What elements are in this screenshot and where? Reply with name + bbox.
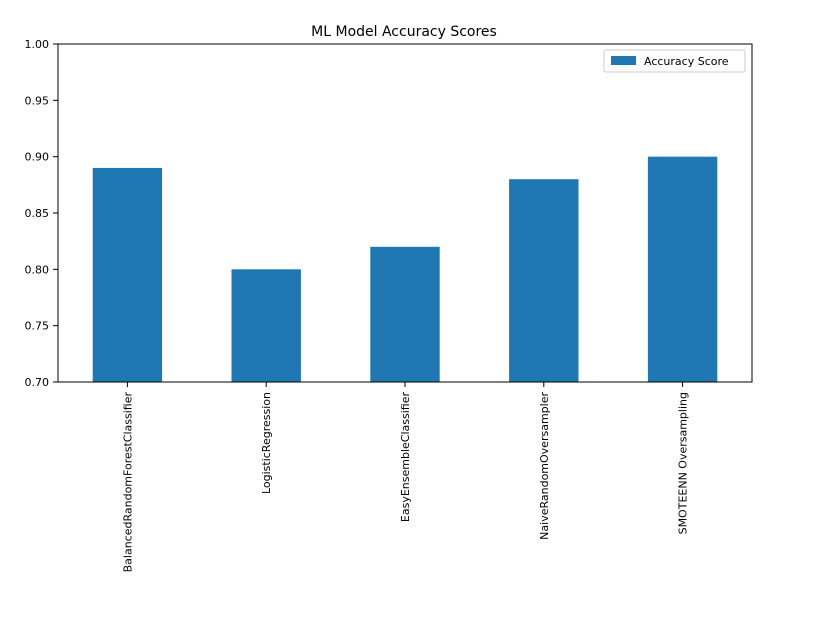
chart-title: ML Model Accuracy Scores bbox=[311, 24, 497, 40]
y-tick-label: 0.95 bbox=[25, 94, 50, 107]
y-tick-label: 0.85 bbox=[25, 207, 50, 220]
y-tick-label: 0.90 bbox=[25, 151, 50, 164]
legend-label: Accuracy Score bbox=[644, 55, 729, 68]
bars-layer bbox=[92, 156, 718, 382]
y-tick-label: 0.80 bbox=[25, 263, 50, 276]
bar bbox=[92, 167, 163, 382]
y-tick-label: 1.00 bbox=[25, 38, 50, 51]
x-tick-label: LogisticRegression bbox=[260, 392, 273, 494]
legend-swatch bbox=[611, 56, 636, 65]
bar bbox=[509, 179, 579, 382]
x-tick-label: SMOTEENN Oversampling bbox=[677, 392, 690, 534]
bar bbox=[647, 156, 718, 382]
bar bbox=[231, 269, 301, 382]
axes-layer: 0.70 0.75 0.80 0.85 0.90 0.95 1.00 BalancedRand… bbox=[25, 38, 753, 572]
x-tick-label: NaiveRandomOversampler bbox=[538, 392, 551, 540]
legend-box bbox=[603, 49, 746, 73]
x-tick-label: BalancedRandomForestClassifier bbox=[121, 392, 134, 573]
y-tick-label: 0.75 bbox=[25, 320, 50, 333]
bar bbox=[370, 246, 440, 382]
legend: Accuracy Score bbox=[603, 49, 746, 73]
y-tick-label: 0.70 bbox=[25, 376, 50, 389]
x-tick-label: EasyEnsembleClassifier bbox=[399, 392, 412, 523]
